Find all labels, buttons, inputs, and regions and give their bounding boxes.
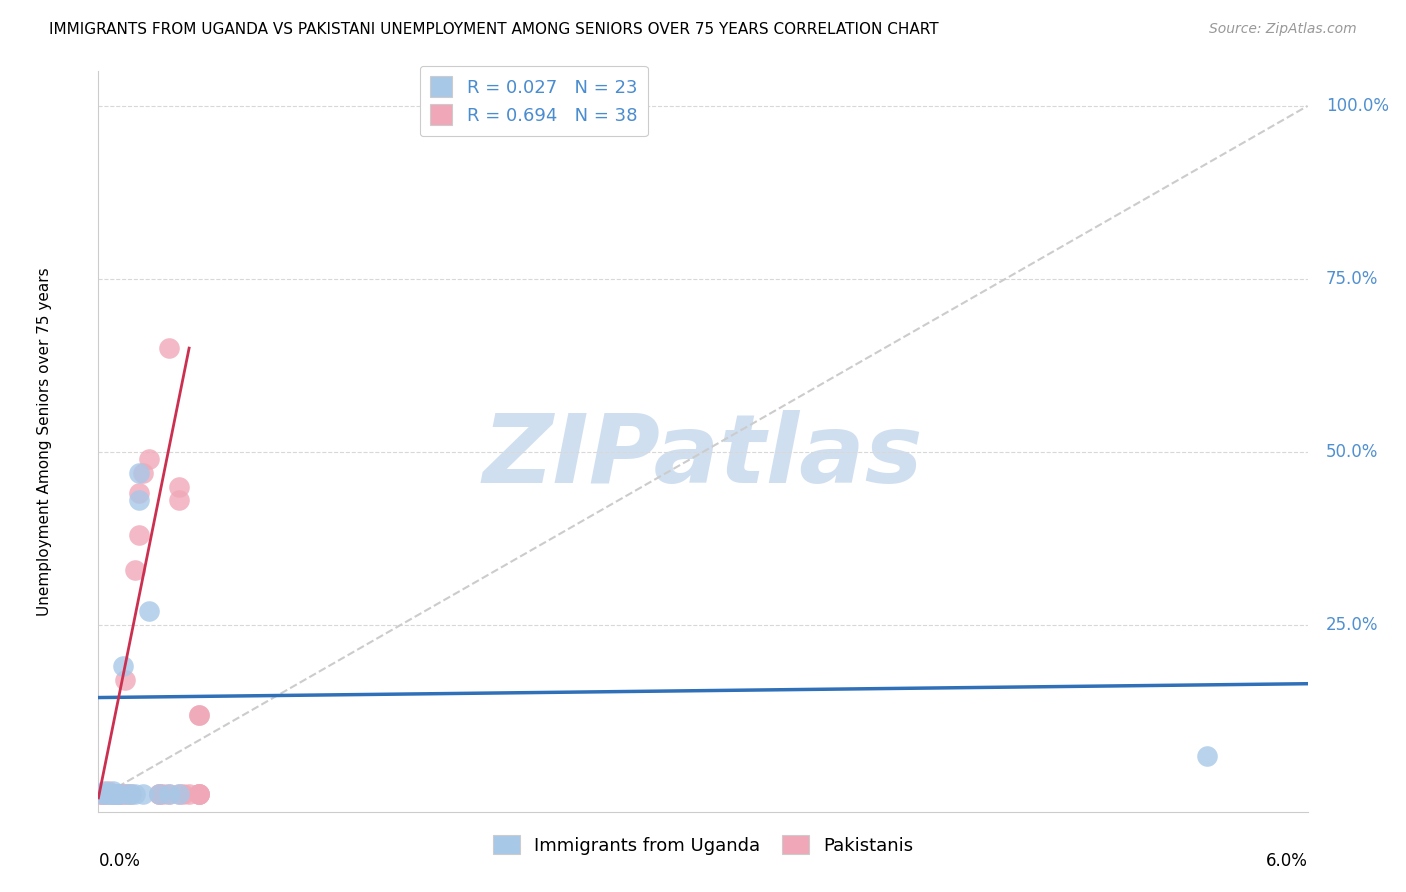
Point [107, 788, 129, 802]
Point [128, 466, 150, 480]
Point [167, 788, 190, 802]
Point [97, 784, 120, 798]
Point [91, 788, 114, 802]
Point [111, 788, 134, 802]
Text: IMMIGRANTS FROM UGANDA VS PAKISTANI UNEMPLOYMENT AMONG SENIORS OVER 75 YEARS COR: IMMIGRANTS FROM UGANDA VS PAKISTANI UNEM… [49, 22, 939, 37]
Point [167, 479, 190, 493]
Point [96, 788, 118, 802]
Point [157, 788, 180, 802]
Point [101, 784, 124, 798]
Point [138, 604, 160, 618]
Point [93, 784, 115, 798]
Point [188, 788, 211, 802]
Point [115, 788, 138, 802]
Point [101, 788, 124, 802]
Point [101, 788, 124, 802]
Point [138, 451, 160, 466]
Point [172, 788, 194, 802]
Text: Unemployment Among Seniors over 75 years: Unemployment Among Seniors over 75 years [37, 268, 52, 615]
Point [97, 788, 120, 802]
Point [101, 788, 124, 802]
Text: Source: ZipAtlas.com: Source: ZipAtlas.com [1209, 22, 1357, 37]
Point [111, 659, 134, 673]
Point [103, 788, 125, 802]
Point [157, 341, 180, 355]
Point [124, 788, 146, 802]
Text: 25.0%: 25.0% [1326, 615, 1378, 634]
Point [152, 788, 174, 802]
Text: 0.0%: 0.0% [98, 853, 141, 871]
Point [105, 788, 128, 802]
Legend: Immigrants from Uganda, Pakistanis: Immigrants from Uganda, Pakistanis [485, 828, 921, 862]
Point [148, 788, 170, 802]
Point [118, 788, 141, 802]
Point [188, 707, 211, 722]
Point [93, 788, 115, 802]
Point [132, 466, 155, 480]
Point [107, 788, 129, 802]
Point [132, 788, 155, 802]
Point [100, 788, 122, 802]
Point [91, 788, 114, 802]
Point [100, 788, 122, 802]
Point [148, 788, 170, 802]
Point [114, 788, 136, 802]
Point [188, 788, 211, 802]
Point [188, 707, 211, 722]
Point [120, 788, 142, 802]
Point [167, 788, 190, 802]
Point [89, 788, 111, 802]
Point [128, 493, 150, 508]
Point [120, 788, 142, 802]
Point [103, 788, 125, 802]
Point [107, 788, 129, 802]
Point [114, 673, 136, 688]
Point [124, 563, 146, 577]
Point [128, 528, 150, 542]
Point [1195, 749, 1218, 764]
Text: 75.0%: 75.0% [1326, 270, 1378, 288]
Text: ZIPatlas: ZIPatlas [482, 409, 924, 503]
Point [188, 788, 211, 802]
Point [105, 788, 128, 802]
Point [128, 486, 150, 500]
Point [96, 788, 118, 802]
Point [167, 493, 190, 508]
Text: 100.0%: 100.0% [1326, 97, 1389, 115]
Point [157, 788, 180, 802]
Point [107, 788, 129, 802]
Point [188, 788, 211, 802]
Text: 6.0%: 6.0% [1265, 853, 1308, 871]
Text: 50.0%: 50.0% [1326, 443, 1378, 461]
Point [148, 788, 170, 802]
Point [179, 788, 201, 802]
